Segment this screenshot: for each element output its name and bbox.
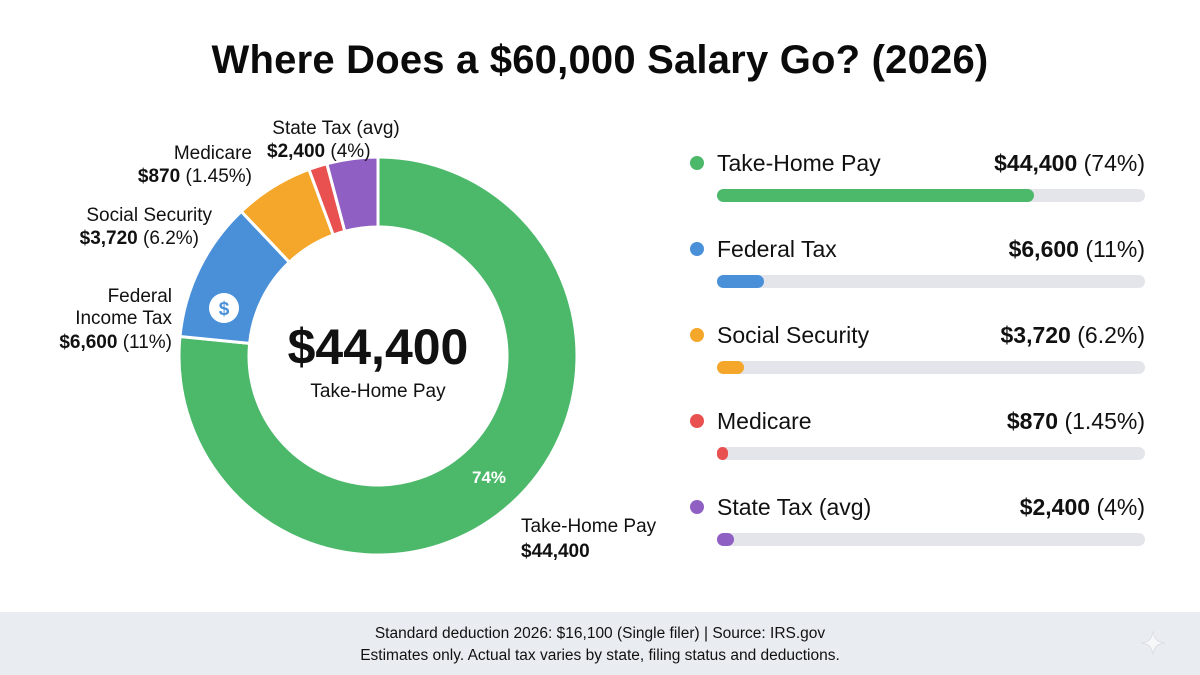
legend-dot-icon <box>690 242 704 256</box>
dollar-icon-glyph: $ <box>219 299 230 320</box>
legend-bar-track <box>717 275 1145 288</box>
federal-label-name-1: Federal <box>108 286 172 307</box>
center-value: $44,400 <box>288 319 469 375</box>
legend-name: Federal Tax <box>717 236 837 262</box>
legend-dot-icon <box>690 156 704 170</box>
legend-value: $6,600 (11%) <box>1009 236 1145 263</box>
legend-dot-icon <box>690 414 704 428</box>
legend-amount: $6,600 <box>1008 236 1079 262</box>
take-home-pct-label: 74% <box>472 468 506 487</box>
legend-bar-track <box>717 189 1145 202</box>
dollar-icon <box>209 293 239 323</box>
legend-bar-fill <box>717 189 1034 202</box>
medicare-label-value: $870 (1.45%) <box>138 166 252 187</box>
state-label-name: State Tax (avg) <box>272 118 399 139</box>
legend-name: Medicare <box>717 408 812 434</box>
federal-label-value: $6,600 (11%) <box>59 332 172 353</box>
legend-amount: $44,400 <box>994 150 1078 176</box>
legend-percent: (1.45%) <box>1064 408 1145 434</box>
legend-bar-fill <box>717 275 765 288</box>
legend-amount: $3,720 <box>1000 322 1071 348</box>
legend-item: Social Security $3,720 (6.2%) <box>690 318 1145 404</box>
take-home-label-value: $44,400 <box>521 541 590 562</box>
legend-item: Federal Tax $6,600 (11%) <box>690 232 1145 318</box>
legend-name: Social Security <box>717 322 870 348</box>
legend-item: State Tax (avg) $2,400 (4%) <box>690 490 1145 576</box>
legend-value: $2,400 (4%) <box>1020 494 1145 521</box>
footer: Standard deduction 2026: $16,100 (Single… <box>0 612 1200 675</box>
legend-bar-fill <box>717 447 729 460</box>
medicare-label-name: Medicare <box>174 143 252 164</box>
legend-bar-track <box>717 361 1145 374</box>
slice-state-tax <box>324 155 380 234</box>
legend-percent: (11%) <box>1085 236 1145 262</box>
legend-value: $44,400 (74%) <box>994 150 1145 177</box>
take-home-label-name: Take-Home Pay <box>521 516 657 537</box>
legend-value: $870 (1.45%) <box>1007 408 1145 435</box>
legend-bar-fill <box>717 361 744 374</box>
social-label-value: $3,720 (6.2%) <box>80 228 199 249</box>
legend-amount: $870 <box>1006 408 1059 434</box>
footer-source: Standard deduction 2026: $16,100 (Single… <box>374 625 826 642</box>
legend-item: Medicare $870 (1.45%) <box>690 404 1145 490</box>
legend-bar-track <box>717 533 1145 546</box>
legend-percent: (6.2%) <box>1077 322 1145 348</box>
legend-percent: (74%) <box>1083 150 1145 176</box>
page-title: Where Does a $60,000 Salary Go? (2026) <box>211 38 989 82</box>
legend-bar-track <box>717 447 1145 460</box>
legend-bar-fill <box>717 533 735 546</box>
legend-dot-icon <box>690 328 704 342</box>
legend: Take-Home Pay $44,400 (74%) Federal Tax $6,… <box>690 146 1145 576</box>
legend-percent: (4%) <box>1096 494 1145 520</box>
footer-disclaimer: Estimates only. Actual tax varies by sta… <box>360 647 840 664</box>
state-label-value: $2,400 (4%) <box>267 141 371 162</box>
legend-name: Take-Home Pay <box>717 150 881 176</box>
slice-take-home <box>177 155 579 557</box>
legend-name: State Tax (avg) <box>717 494 872 520</box>
federal-label-name-2: Income Tax <box>75 308 172 329</box>
legend-dot-icon <box>690 500 704 514</box>
center-label: Take-Home Pay <box>310 381 446 402</box>
legend-amount: $2,400 <box>1019 494 1091 520</box>
legend-value: $3,720 (6.2%) <box>1001 322 1146 349</box>
donut-chart: $ $44,400 Take-Home Pay 74% State Tax (a… <box>59 118 657 562</box>
social-label-name: Social Security <box>86 205 212 226</box>
legend-item: Take-Home Pay $44,400 (74%) <box>690 146 1145 232</box>
sparkle-icon <box>1140 630 1166 656</box>
